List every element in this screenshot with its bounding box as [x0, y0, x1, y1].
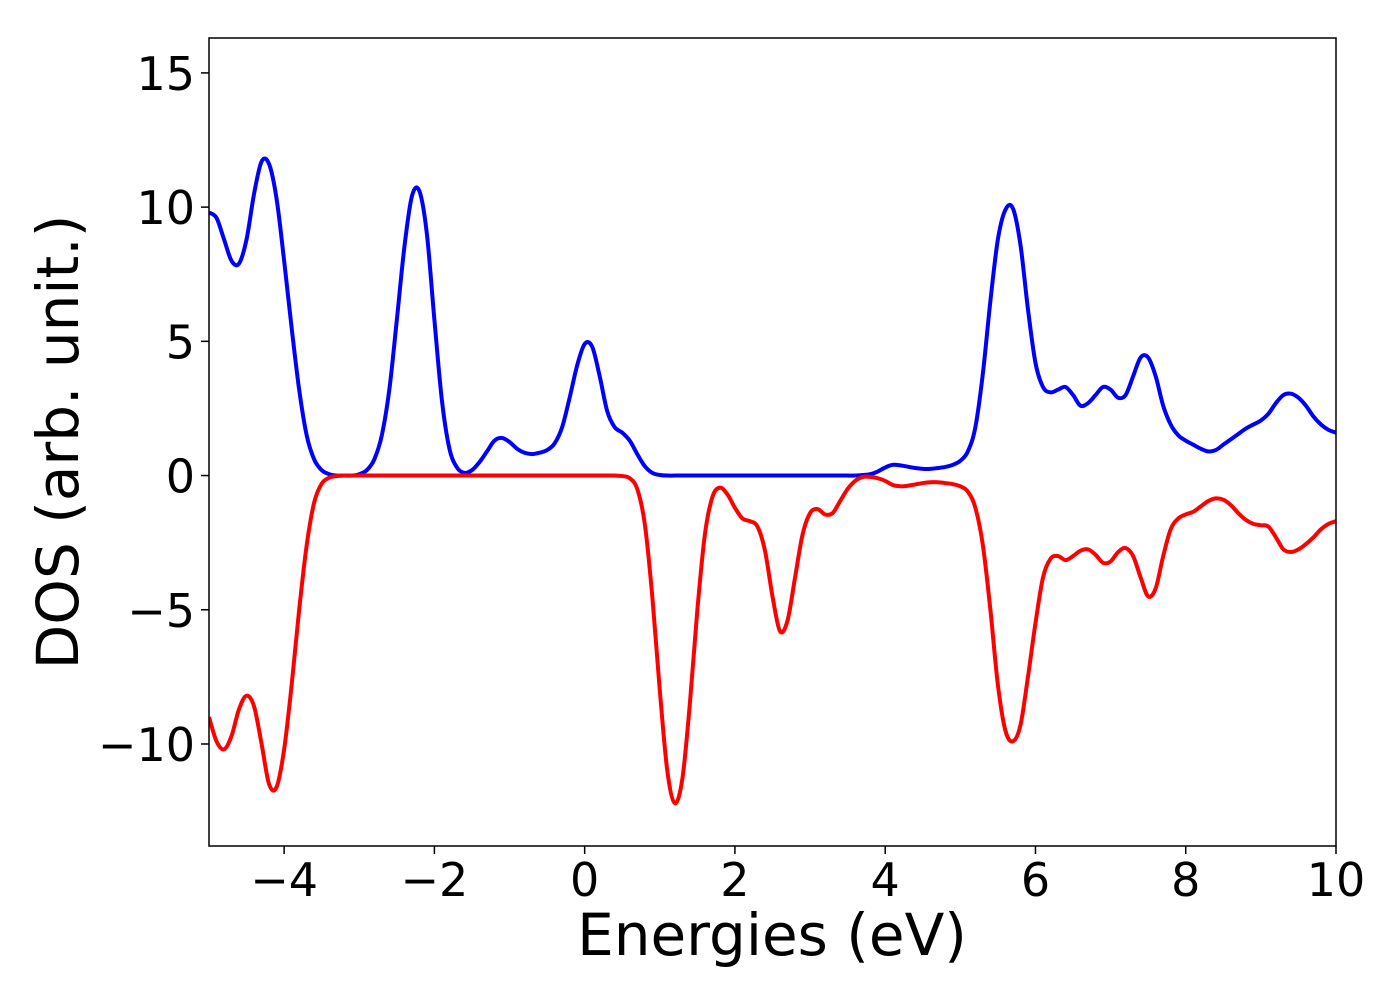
y-tick-label: 5 — [166, 315, 195, 369]
x-tick-label: 6 — [1021, 853, 1050, 907]
y-tick-label: −10 — [98, 718, 195, 772]
y-tick-label: 0 — [166, 450, 195, 504]
y-axis-label: DOS (arb. unit.) — [24, 215, 92, 670]
y-tick-label: 15 — [136, 47, 195, 101]
x-tick-label: 8 — [1171, 853, 1200, 907]
x-axis-label: Energies (eV) — [577, 901, 967, 969]
x-tick-label: 2 — [720, 853, 749, 907]
plot-frame — [208, 37, 1337, 847]
x-tick-label: −2 — [400, 853, 468, 907]
y-tick-label: −5 — [127, 584, 195, 638]
y-tick-label: 10 — [136, 181, 195, 235]
x-tick-label: 0 — [570, 853, 599, 907]
x-tick-label: −4 — [250, 853, 318, 907]
line-series — [209, 473, 1336, 806]
line-series — [209, 156, 1336, 478]
x-tick-label: 4 — [871, 853, 900, 907]
x-tick-label: 10 — [1307, 853, 1366, 907]
